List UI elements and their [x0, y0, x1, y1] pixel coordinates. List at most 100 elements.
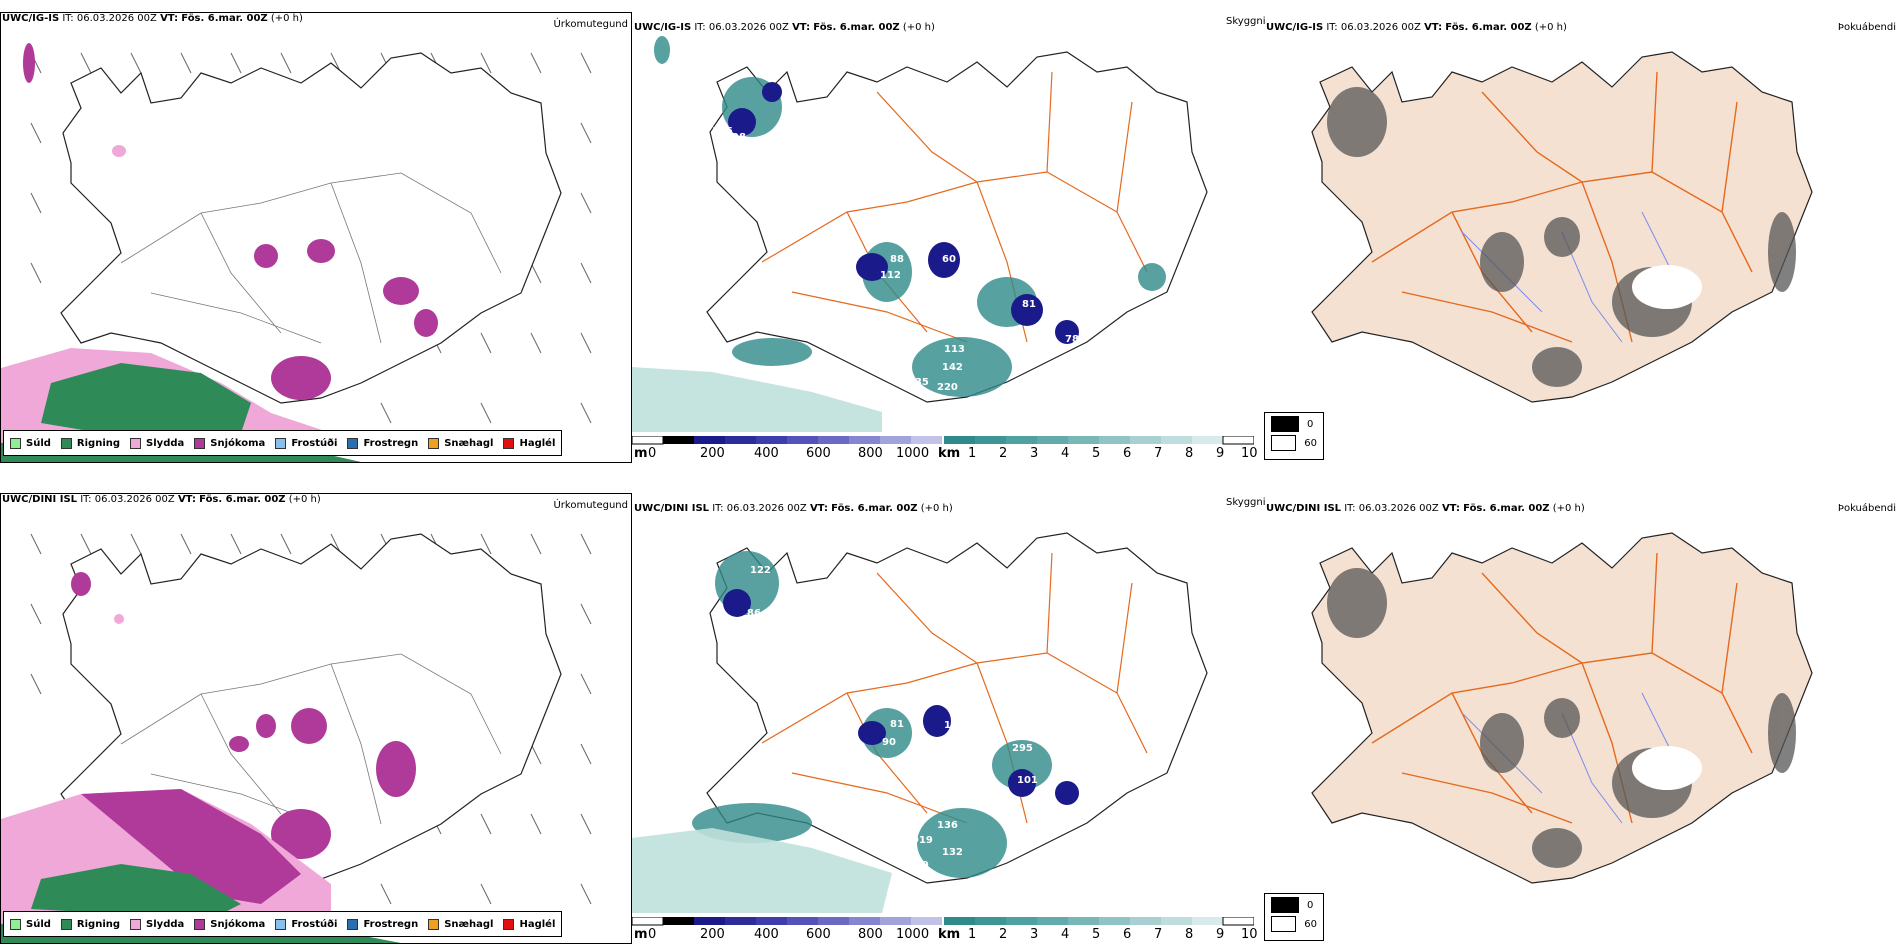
- tick: 8: [1185, 927, 1194, 942]
- vis-label: 122: [750, 565, 771, 576]
- vis-m-colorbar: m 0 200 400 600 800 1000: [632, 436, 942, 464]
- legend-item-sud: Súld: [10, 918, 51, 930]
- vis-km-bar: [944, 436, 1254, 445]
- vis-km-unit: km: [938, 927, 961, 942]
- vis-km-colorbar: km 1 2 3 4 5 6 7 8 9 10: [938, 436, 1258, 464]
- tick: 7: [1154, 927, 1163, 942]
- precip-type-panel-bottom: UWC/DINI ISL IT: 06.03.2026 00Z VT: Fös.…: [0, 493, 632, 944]
- tick: 10: [1241, 927, 1258, 942]
- tick: 2: [999, 446, 1008, 461]
- tick: 4: [1061, 927, 1070, 942]
- vis-label: 132: [942, 847, 963, 858]
- panel-title: Úrkomutegund: [553, 500, 628, 511]
- precip-type-panel-top: UWC/IG-IS IT: 06.03.2026 00Z VT: Fös. 6.…: [0, 12, 632, 463]
- vis-label: 919: [912, 835, 933, 846]
- tick: 6: [1123, 927, 1132, 942]
- vis-m-bar: [632, 917, 942, 926]
- vis-label: 81: [1022, 299, 1036, 310]
- vis-label: 107: [1082, 780, 1103, 791]
- fog-legend-chip-60: [1271, 435, 1297, 451]
- vis-label: 77: [720, 625, 734, 636]
- vis-label: 105: [712, 126, 733, 137]
- fog-panel-top: UWC/IG-IS IT: 06.03.2026 00Z VT: Fös. 6.…: [1262, 12, 1900, 463]
- precip-type-map-top: [1, 43, 592, 462]
- tick: 3: [1030, 446, 1039, 461]
- tick: 9: [1216, 446, 1225, 461]
- vis-label: 220: [937, 382, 958, 393]
- vis-label: 90: [882, 737, 896, 748]
- tick: 7: [1154, 446, 1163, 461]
- tick: 800: [858, 446, 883, 461]
- tick: 5: [1092, 927, 1101, 942]
- vis-label: 389: [767, 790, 788, 801]
- vis-m-unit: m: [634, 446, 648, 461]
- visibility-map-top: 98 105 77 88 60 86 112 83 47 81 78 113 1…: [632, 36, 1208, 432]
- legend-item-hail: Haglél: [503, 437, 555, 449]
- tick: 1000: [896, 927, 930, 942]
- vis-km-bar: [944, 917, 1254, 926]
- tick: 4: [1061, 446, 1070, 461]
- tick: 400: [754, 446, 779, 461]
- low-vis-teal: [654, 36, 1166, 397]
- legend-item-sud: Súld: [10, 437, 51, 449]
- fog-legend: 0 60: [1264, 893, 1324, 941]
- fog-panel-bottom: UWC/DINI ISL IT: 06.03.2026 00Z VT: Fös.…: [1262, 493, 1900, 944]
- vis-label: 86: [960, 236, 974, 247]
- vis-value-labels: 98 105 77 88 60 86 112 83 47 81 78 113 1…: [712, 126, 1079, 393]
- vis-label: 60: [942, 254, 956, 265]
- tick: 8: [1185, 446, 1194, 461]
- vis-value-labels: 122 86 77 81 101 90 295 101 389 919 136 …: [720, 565, 1103, 871]
- snow-areas: [71, 572, 416, 859]
- vis-label: 295: [1012, 743, 1033, 754]
- vis-label: 47: [1017, 264, 1031, 275]
- tick: 0: [648, 927, 657, 942]
- tick: 200: [700, 446, 725, 461]
- tick: 1000: [896, 446, 930, 461]
- legend-item-graupel: Snæhagl: [428, 437, 493, 449]
- visibility-map-bottom: 122 86 77 81 101 90 295 101 389 919 136 …: [632, 532, 1208, 913]
- tick: 3: [1030, 927, 1039, 942]
- tick: 400: [754, 927, 779, 942]
- panel-title: Þokuábendi: [1837, 22, 1896, 33]
- legend-item-freezing-rain: Frostregn: [347, 437, 418, 449]
- fog-legend: 0 60: [1264, 412, 1324, 460]
- legend-item-snow: Snjókoma: [194, 918, 265, 930]
- legend-item-hail: Haglél: [503, 918, 555, 930]
- legend-item-sleet: Slydda: [130, 918, 184, 930]
- legend-item-rain: Rigning: [60, 437, 120, 449]
- panel-title: Úrkomutegund: [553, 19, 628, 30]
- vis-m-bar: [632, 436, 942, 445]
- visibility-panel-bottom: 122 86 77 81 101 90 295 101 389 919 136 …: [632, 493, 1266, 945]
- vis-label: 112: [880, 270, 901, 281]
- tick: 600: [806, 927, 831, 942]
- vis-label: 113: [944, 344, 965, 355]
- header-bottom-visibility: UWC/DINI ISL IT: 06.03.2026 00Z VT: Fös.…: [634, 503, 953, 514]
- legend-item-freezing-drizzle: Frostúði: [275, 918, 337, 930]
- low-vis-dark: [723, 589, 1079, 805]
- visibility-panel-top: 98 105 77 88 60 86 112 83 47 81 78 113 1…: [632, 12, 1266, 464]
- legend-item-sleet: Slydda: [130, 437, 184, 449]
- precip-type-legend: Súld Rigning Slydda Snjókoma Frostúði Fr…: [3, 911, 563, 937]
- tick: 200: [700, 927, 725, 942]
- vis-m-colorbar: m 0 200 400 600 800 1000: [632, 917, 942, 945]
- low-vis-dark: [728, 82, 1079, 344]
- fog-map-top: [1311, 51, 1813, 403]
- vis-label: 169: [908, 860, 929, 871]
- header-top-fog: UWC/IG-IS IT: 06.03.2026 00Z VT: Fös. 6.…: [1266, 22, 1567, 33]
- fog-legend-label: 60: [1304, 437, 1317, 449]
- fog-legend-label: 0: [1307, 418, 1314, 430]
- tick: 2: [999, 927, 1008, 942]
- low-vis-teal: [692, 551, 1052, 878]
- header-top-precip: UWC/IG-IS IT: 06.03.2026 00Z VT: Fös. 6.…: [2, 13, 303, 24]
- vis-label: 83: [908, 299, 922, 310]
- legend-item-rain: Rigning: [60, 918, 120, 930]
- snow-areas: [23, 43, 438, 400]
- tick: 800: [858, 927, 883, 942]
- vis-label: 81: [890, 719, 904, 730]
- vis-label: 136: [937, 820, 958, 831]
- fog-legend-chip-0: [1271, 416, 1299, 432]
- tick: 5: [1092, 446, 1101, 461]
- vis-km-unit: km: [938, 446, 961, 461]
- tick: 6: [1123, 446, 1132, 461]
- vis-label: 88: [890, 254, 904, 265]
